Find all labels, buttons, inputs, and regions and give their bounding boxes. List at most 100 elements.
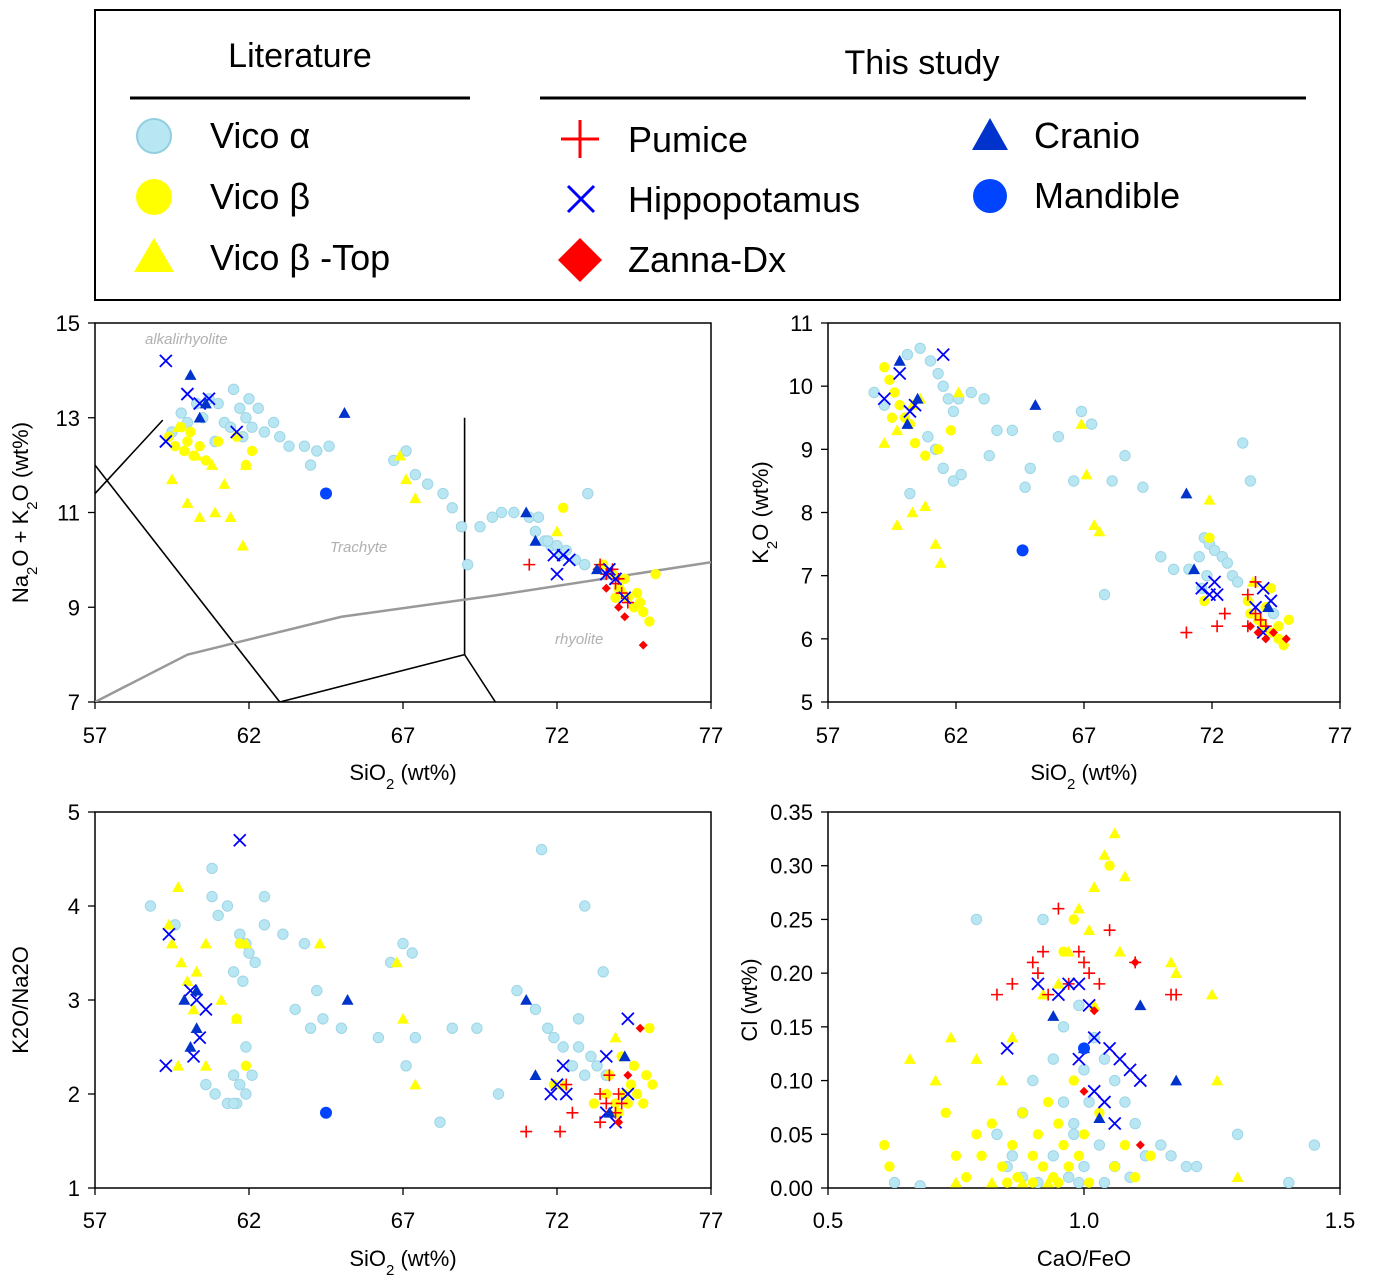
y-axis-title: K2O (wt%) <box>748 461 781 563</box>
data-point-pumice <box>1180 626 1193 639</box>
data-point-vico-beta-top <box>172 421 185 433</box>
data-point-vico-alpha <box>1075 405 1088 418</box>
legend-label-vico-beta: Vico β <box>210 176 310 217</box>
y-tick-label: 0.30 <box>770 854 813 879</box>
data-point-vico-beta <box>548 1079 560 1090</box>
data-point-vico-beta <box>631 587 643 599</box>
data-point-vico-beta-top <box>193 511 206 523</box>
data-point-vico-alpha <box>224 421 237 433</box>
series-pumice <box>520 1069 628 1138</box>
series-pumice <box>990 902 1183 1001</box>
data-point-vico-alpha <box>965 386 978 399</box>
data-point-vico-beta-top <box>187 1003 200 1015</box>
data-point-zanna <box>1130 957 1140 967</box>
data-point-vico-alpha <box>212 909 224 922</box>
data-point-vico-beta <box>1037 1161 1049 1172</box>
data-point-vico-alpha <box>1068 1128 1080 1140</box>
data-point-vico-beta-top <box>218 478 231 489</box>
data-point-vico-beta <box>610 592 621 603</box>
x-tick-label: 62 <box>944 723 968 748</box>
data-point-hippopotamus <box>1062 977 1076 991</box>
data-point-vico-beta <box>1068 1075 1079 1086</box>
series-zanna <box>1245 621 1291 644</box>
data-point-vico-beta-top <box>206 459 219 470</box>
data-point-vico-alpha <box>409 1031 422 1044</box>
data-point-vico-beta-top <box>162 918 175 930</box>
data-point-vico-beta <box>1063 1161 1074 1172</box>
data-point-vico-beta <box>996 1161 1008 1172</box>
data-point-pumice <box>1241 588 1254 601</box>
data-point-vico-alpha <box>1237 437 1249 449</box>
data-point-hippopotamus <box>936 347 950 362</box>
data-point-cranio <box>1029 399 1042 410</box>
data-point-vico-alpha <box>914 1180 926 1188</box>
data-point-vico-alpha <box>1037 913 1049 926</box>
y-tick-label: 5 <box>801 690 813 715</box>
data-point-vico-beta <box>169 440 181 452</box>
data-point-vico-alpha <box>579 558 591 571</box>
data-point-vico-alpha <box>1155 551 1167 563</box>
data-point-vico-alpha <box>175 407 187 419</box>
data-point-vico-alpha <box>455 521 468 533</box>
data-point-vico-alpha <box>582 487 594 500</box>
data-point-vico-alpha <box>421 478 434 490</box>
data-point-vico-beta <box>610 1098 621 1109</box>
data-point-vico-alpha <box>914 342 926 354</box>
data-point-vico-alpha <box>243 393 255 405</box>
data-points <box>879 827 1321 1188</box>
data-point-vico-alpha <box>1201 569 1213 582</box>
data-point-vico-alpha <box>304 1022 317 1034</box>
series-hippopotamus <box>877 347 1278 640</box>
data-point-zanna <box>1281 634 1291 644</box>
data-point-cranio <box>520 994 533 1005</box>
x-tick-label: 57 <box>83 1208 107 1233</box>
data-point-cranio <box>1188 563 1201 575</box>
data-point-vico-beta-top <box>929 1074 942 1086</box>
data-point-vico-alpha <box>535 843 548 856</box>
data-point-vico-beta-top <box>1080 468 1093 480</box>
data-point-vico-beta-top <box>1042 1176 1055 1188</box>
tas-field-line <box>279 653 465 702</box>
data-point-vico-alpha <box>597 966 609 978</box>
data-point-vico-beta <box>631 1088 643 1100</box>
data-point-vico-beta <box>1145 1150 1156 1161</box>
data-point-vico-beta-top <box>1062 945 1075 957</box>
x-tick-label: 77 <box>699 1208 723 1233</box>
data-point-hippopotamus <box>893 366 907 381</box>
data-point-vico-alpha <box>1083 1096 1095 1108</box>
data-point-vico-beta <box>1058 1139 1069 1151</box>
data-point-vico-alpha <box>190 397 203 410</box>
data-point-vico-alpha <box>243 947 255 959</box>
data-point-vico-beta-top <box>199 1059 212 1071</box>
data-point-mandible <box>320 487 332 500</box>
data-point-hippopotamus <box>233 833 247 847</box>
data-point-zanna <box>635 1023 645 1033</box>
data-point-vico-beta-top <box>944 1031 957 1043</box>
data-point-vico-alpha <box>947 405 960 418</box>
data-point-vico-beta <box>1104 860 1115 871</box>
legend-marker-pumice <box>561 120 599 158</box>
data-points <box>159 354 661 650</box>
data-point-zanna <box>1079 1086 1089 1096</box>
data-point-vico-beta-top <box>236 539 249 551</box>
data-point-vico-alpha <box>1180 1160 1193 1173</box>
data-point-vico-beta-top <box>199 937 212 949</box>
data-point-vico-alpha <box>991 424 1003 437</box>
data-point-vico-alpha <box>221 900 234 912</box>
data-point-hippopotamus <box>544 1087 558 1101</box>
data-point-zanna <box>1089 1006 1099 1016</box>
data-point-vico-beta-top <box>190 449 203 461</box>
data-point-vico-alpha <box>372 1031 385 1044</box>
data-point-vico-alpha <box>471 1022 483 1034</box>
data-point-vico-alpha <box>1109 1074 1121 1087</box>
data-point-vico-alpha <box>274 431 286 443</box>
x-tick-label: 72 <box>545 1208 569 1233</box>
data-point-vico-alpha <box>206 862 218 875</box>
data-point-pumice <box>612 1088 625 1100</box>
x-tick-label: 57 <box>83 723 107 748</box>
x-tick-label: 0.5 <box>813 1208 844 1233</box>
data-point-vico-alpha <box>258 890 271 903</box>
data-point-vico-alpha <box>1019 481 1031 493</box>
data-point-vico-beta <box>945 425 957 436</box>
data-point-pumice <box>554 1125 567 1138</box>
